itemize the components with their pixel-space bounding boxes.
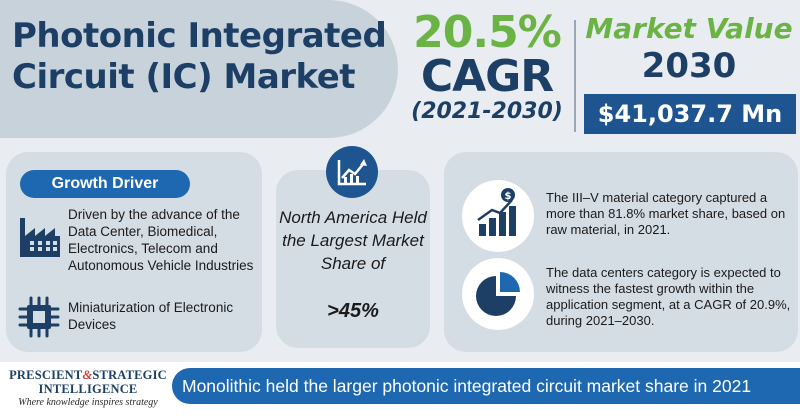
money-bar-chart-icon: $	[477, 188, 516, 236]
footer-banner: Monolithic held the larger photonic inte…	[172, 368, 800, 404]
insight-icon-circle-1: $	[462, 180, 534, 252]
page-title-line1: Photonic Integrated	[12, 16, 387, 56]
logo-word-intelligence: INTELLIGENCE	[38, 382, 138, 396]
insight-text-1: The III–V material category captured a m…	[546, 190, 786, 237]
north-america-text: North America Held the Largest Market Sh…	[279, 208, 427, 273]
insight-icon-circle-2	[462, 258, 534, 330]
logo-word-strategic: STRATEGIC	[92, 368, 167, 382]
svg-text:$: $	[505, 191, 512, 202]
market-value-amount: $41,037.7 Mn	[584, 94, 796, 134]
market-value-label: Market Value	[585, 12, 793, 45]
cagr-block: 20.5% CAGR (2021-2030)	[404, 10, 570, 126]
cagr-label: CAGR	[420, 51, 554, 102]
logo-tagline: Where knowledge inspires strategy	[18, 397, 158, 408]
growth-chart-icon	[337, 159, 367, 186]
microchip-icon	[18, 296, 60, 338]
growth-driver-item-2: Miniaturization of Electronic Devices	[68, 300, 234, 332]
market-value-year: 2030	[641, 46, 737, 86]
cagr-percent: 20.5%	[413, 7, 562, 58]
page-title-line2: Circuit (IC) Market	[12, 57, 356, 97]
market-value-block: Market Value 2030	[582, 12, 796, 86]
logo-ampersand: &	[82, 368, 93, 382]
title-panel	[0, 0, 398, 138]
growth-driver-item-1: Driven by the advance of the Data Center…	[68, 207, 254, 273]
insight-text-2: The data centers category is expected to…	[546, 265, 791, 328]
north-america-card	[276, 170, 430, 348]
pie-chart-icon	[476, 272, 520, 316]
page-title: Photonic Integrated Circuit (IC) Market	[12, 16, 392, 98]
north-america-share: >45%	[327, 300, 379, 322]
growth-driver-heading: Growth Driver	[20, 170, 190, 198]
factory-icon	[20, 218, 60, 257]
north-america-icon-circle	[326, 146, 378, 198]
logo-word-prescient: PRESCIENT	[9, 368, 83, 382]
header-divider	[574, 20, 576, 132]
company-logo: PRESCIENT&STRATEGIC INTELLIGENCE Where k…	[6, 368, 170, 409]
cagr-years: (2021-2030)	[411, 99, 563, 124]
